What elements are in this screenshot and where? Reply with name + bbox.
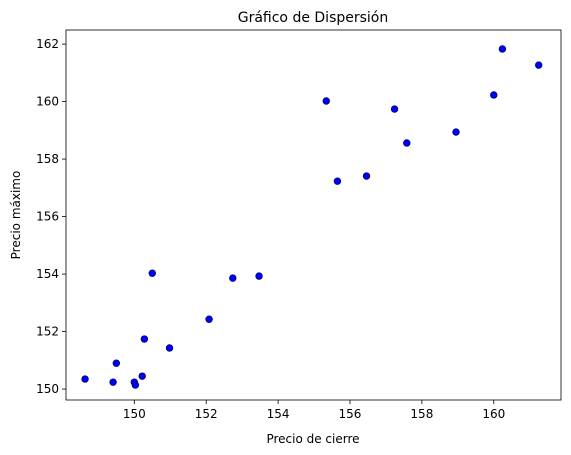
point [131, 381, 140, 389]
chart-title: Gráfico de Dispersión [238, 10, 389, 26]
x-tick-label: 156 [339, 407, 362, 421]
point [148, 269, 156, 277]
y-axis-label: Precio máximo [9, 171, 23, 260]
point [140, 335, 149, 343]
point [165, 344, 174, 352]
x-tick-label: 152 [195, 407, 218, 421]
x-tick-label: 160 [482, 407, 505, 421]
y-tick-label: 162 [36, 37, 59, 51]
y-tick-label: 150 [36, 382, 59, 396]
point [498, 45, 507, 53]
point [255, 272, 263, 280]
x-tick-label: 154 [267, 407, 290, 421]
x-tick-label: 150 [123, 407, 146, 421]
y-tick-label: 152 [36, 325, 59, 339]
y-tick-label: 158 [36, 152, 59, 166]
point [138, 372, 146, 380]
point [205, 315, 213, 323]
point [362, 172, 371, 180]
point [109, 378, 117, 386]
plot-area [65, 29, 562, 401]
point [535, 61, 543, 69]
y-tick-label: 160 [36, 95, 59, 109]
point [112, 359, 121, 367]
point [81, 375, 89, 383]
point [322, 97, 330, 105]
y-tick-label: 156 [36, 210, 59, 224]
y-tick-label: 154 [36, 267, 59, 281]
point [452, 128, 460, 136]
point [229, 274, 237, 282]
point [403, 139, 411, 147]
x-tick-label: 158 [410, 407, 433, 421]
point [333, 177, 342, 185]
point [390, 105, 399, 113]
x-axis-label: Precio de cierre [266, 432, 359, 446]
point [490, 91, 498, 99]
